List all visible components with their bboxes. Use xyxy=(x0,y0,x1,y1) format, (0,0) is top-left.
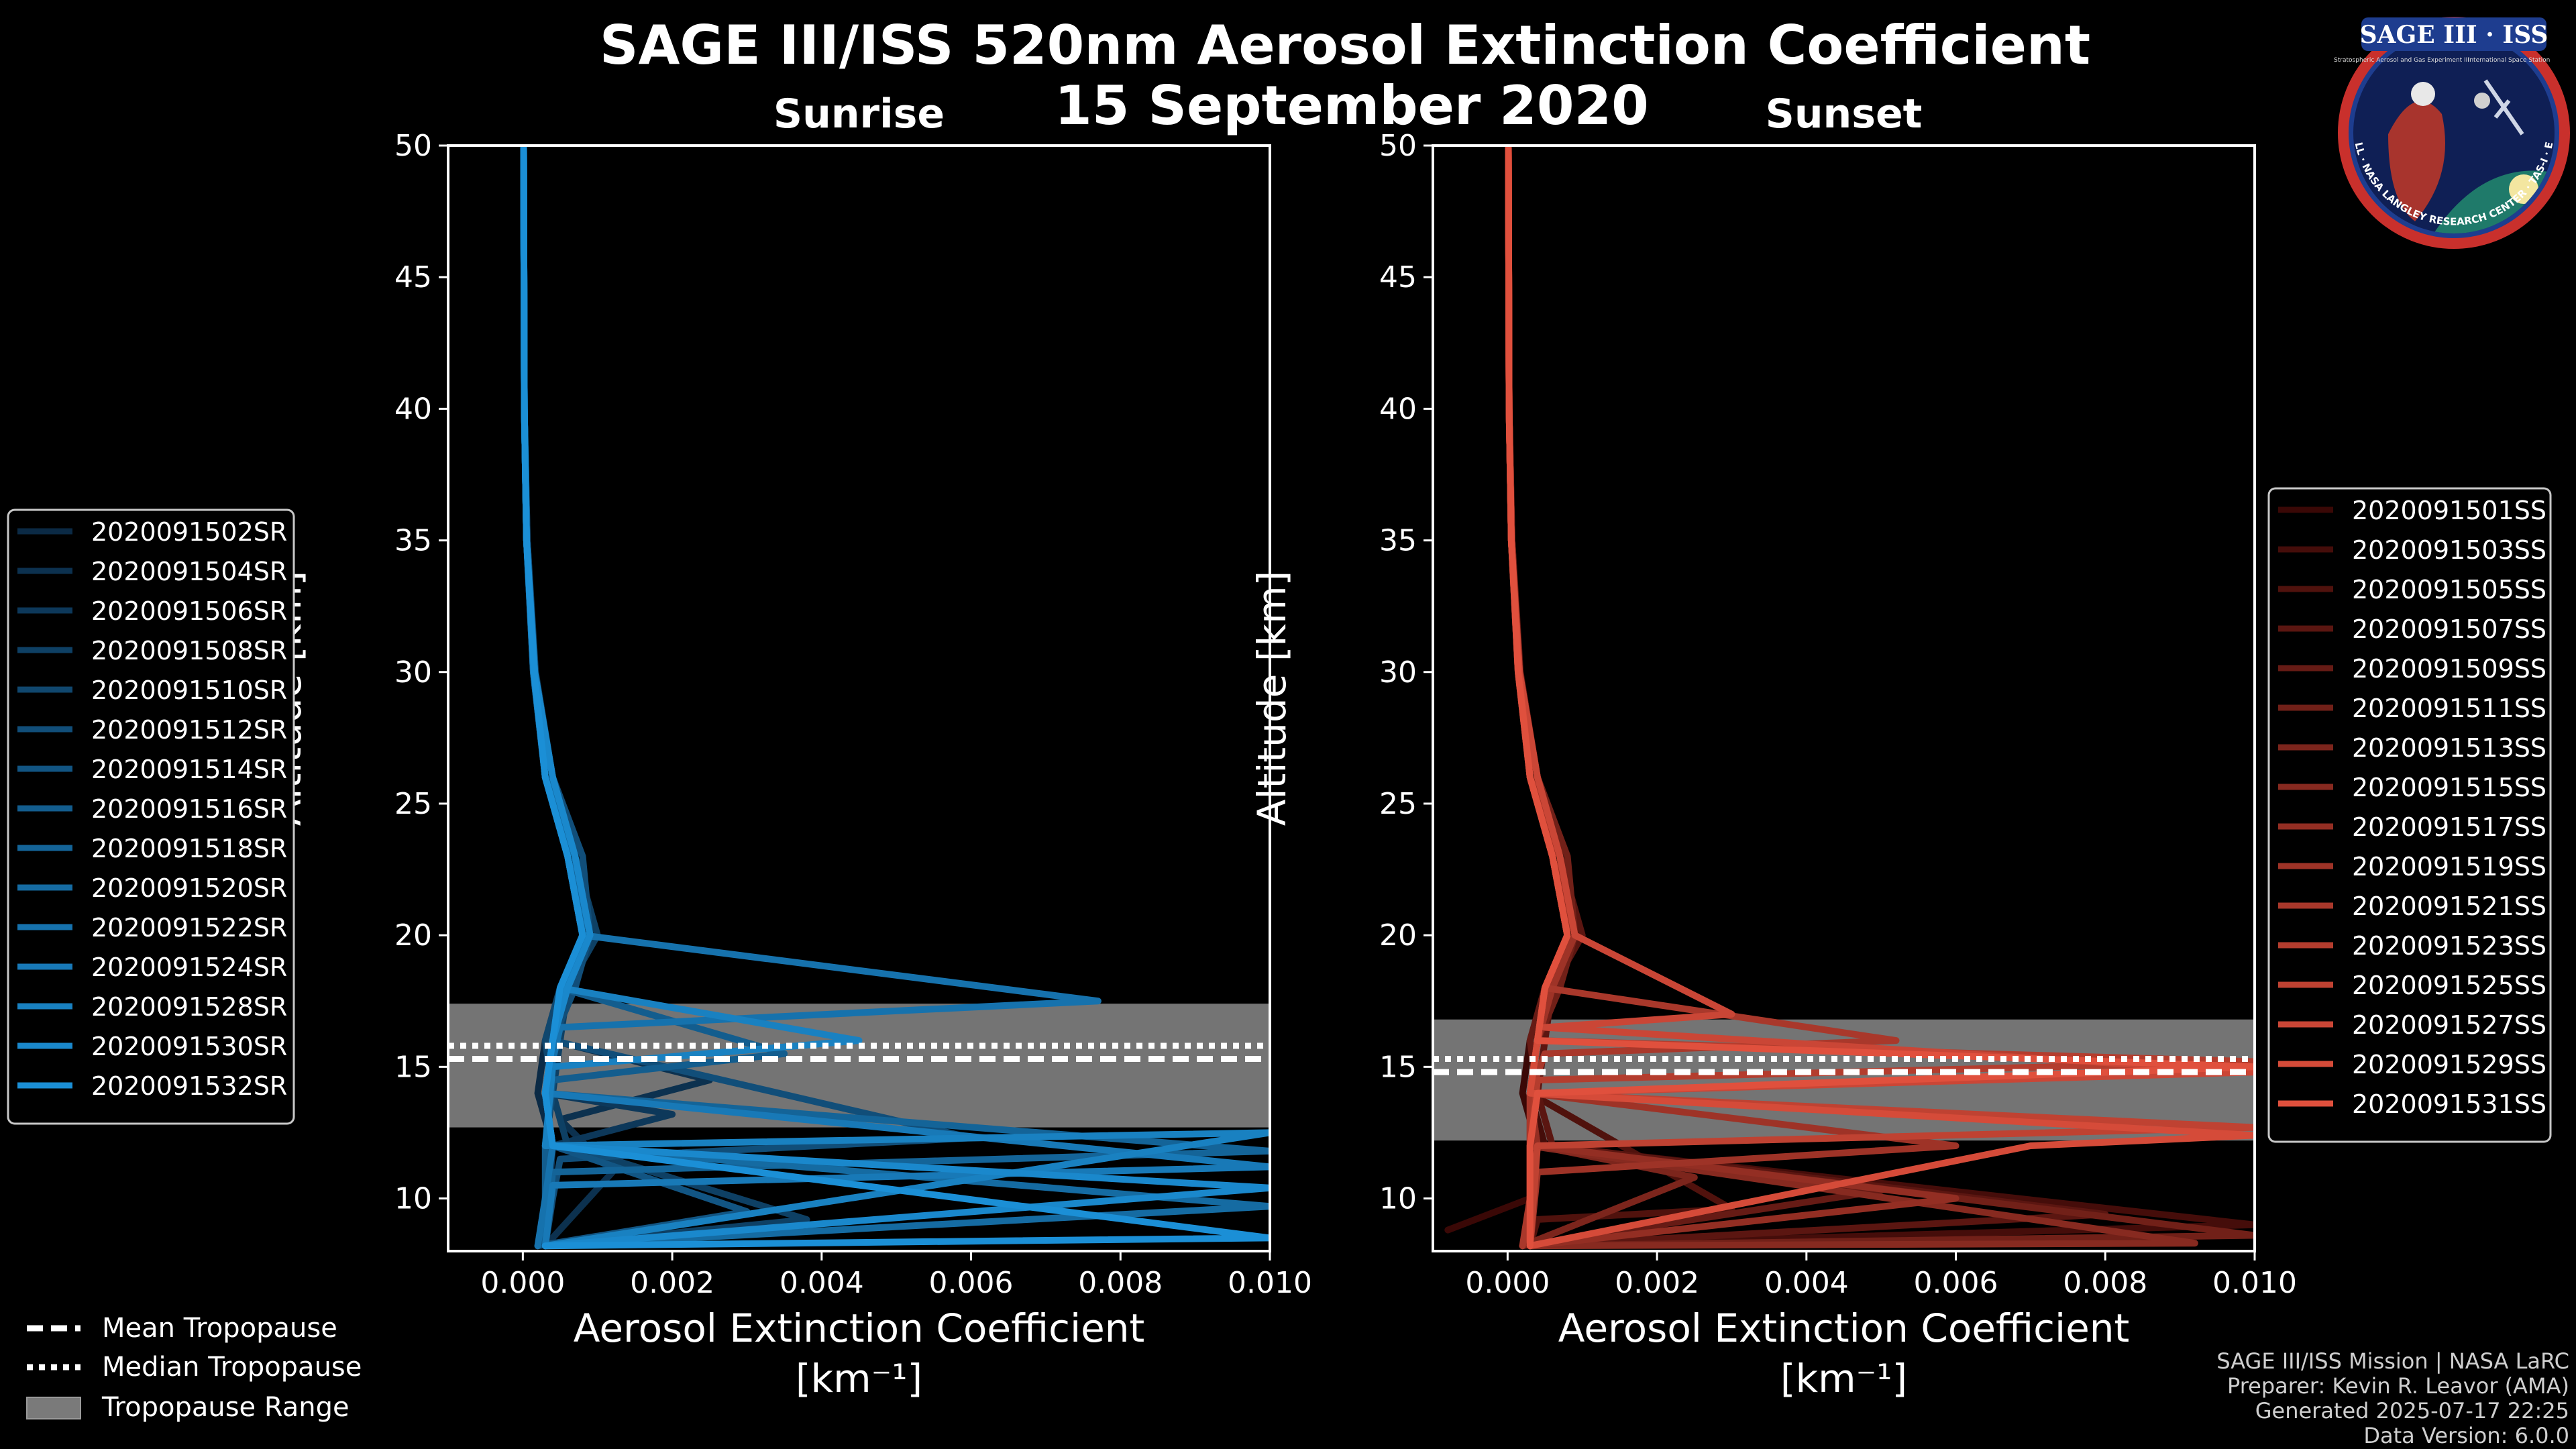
logo-subtitle-left: Stratospheric Aerosol and Gas Experiment… xyxy=(2334,57,2469,64)
sunrise-x-axis-label: Aerosol Extinction Coefficient xyxy=(574,1305,1145,1351)
sunset-y-tick-label: 45 xyxy=(1379,260,1417,294)
sunrise-legend-label: 2020091516SR xyxy=(91,794,287,824)
tropopause-range-legend-label: Tropopause Range xyxy=(101,1392,350,1423)
sunset-legend-label: 2020091521SS xyxy=(2352,892,2546,921)
sunrise-y-tick-label: 45 xyxy=(394,260,432,294)
sunrise-axes-frame xyxy=(447,144,1271,1252)
sunset-series-lines xyxy=(1444,146,2255,1250)
sunrise-legend-label: 2020091528SR xyxy=(91,992,287,1022)
sunset-y-tick-label: 10 xyxy=(1379,1182,1417,1216)
sunrise-y-tick-label: 25 xyxy=(394,787,432,821)
sunset-legend-label: 2020091531SS xyxy=(2352,1089,2546,1119)
sunset-series-line-2020091531SS xyxy=(1505,146,2255,1250)
sunrise-legend: 2020091502SR 2020091504SR 2020091506SR 2020… xyxy=(7,508,295,1125)
sunset-y-tick-label: 50 xyxy=(1379,129,1417,163)
sunset-y-tick-label: 30 xyxy=(1379,655,1417,690)
credit-preparer: Preparer: Kevin R. Leavor (AMA) xyxy=(2227,1373,2569,1399)
sunset-axes-frame xyxy=(1432,144,2256,1252)
sunset-x-tick-label: 0.000 xyxy=(1465,1266,1550,1300)
figure-title: SAGE III/ISS 520nm Aerosol Extinction Co… xyxy=(600,14,2090,76)
sunset-legend-label: 2020091515SS xyxy=(2352,773,2546,802)
sunrise-legend-label: 2020091502SR xyxy=(91,517,287,547)
logo-title: SAGE III · ISS xyxy=(2360,21,2548,49)
sunset-x-tick-label: 0.010 xyxy=(2212,1266,2297,1300)
sunrise-legend-label: 2020091524SR xyxy=(91,953,287,982)
sunrise-legend-label: 2020091532SR xyxy=(91,1071,287,1101)
sunrise-y-tick-label: 10 xyxy=(394,1182,432,1216)
sunrise-x-tick-label: 0.004 xyxy=(780,1266,864,1300)
sunrise-series-line-2020091532SR xyxy=(520,146,1270,1250)
sunset-legend-label: 2020091513SS xyxy=(2352,733,2546,763)
sunset-x-tick-label: 0.008 xyxy=(2063,1266,2147,1300)
sunrise-y-tick-label: 40 xyxy=(394,392,432,426)
sunrise-legend-frame xyxy=(7,508,295,1125)
credit-data-version: Data Version: 6.0.0 xyxy=(2363,1423,2569,1448)
sunset-y-tick-label: 25 xyxy=(1379,787,1417,821)
sunset-legend-label: 2020091529SS xyxy=(2352,1050,2546,1079)
sunset-legend-label: 2020091517SS xyxy=(2352,812,2546,842)
sunrise-y-tick-label: 15 xyxy=(394,1050,432,1084)
sunset-legend-label: 2020091525SS xyxy=(2352,971,2546,1000)
sunrise-x-tick-label: 0.000 xyxy=(480,1266,565,1300)
figure-legend: Mean Tropopause Median Tropopause Tropop… xyxy=(26,1313,362,1423)
sunset-x-tick-label: 0.004 xyxy=(1764,1266,1849,1300)
tropopause-range-legend-swatch xyxy=(26,1397,81,1419)
sunset-legend-label: 2020091507SS xyxy=(2352,614,2546,644)
mean-tropopause-legend-label: Mean Tropopause xyxy=(102,1313,337,1344)
sunrise-legend-label: 2020091514SR xyxy=(91,755,287,784)
sunset-y-tick-label: 35 xyxy=(1379,524,1417,558)
sunset-legend: 2020091501SS 2020091503SS 2020091505SS 2020… xyxy=(2267,487,2552,1143)
sunrise-legend-label: 2020091520SR xyxy=(91,873,287,903)
sunrise-legend-label: 2020091518SR xyxy=(91,834,287,863)
sunrise-y-tick-label: 50 xyxy=(394,129,432,163)
sunrise-x-axis-unit: [km⁻¹] xyxy=(796,1356,922,1401)
sunset-y-axis-label: Altitude [km] xyxy=(1249,571,1295,826)
sunrise-x-tick-label: 0.002 xyxy=(630,1266,714,1300)
sunrise-legend-label: 2020091506SR xyxy=(91,596,287,626)
sunset-legend-label: 2020091523SS xyxy=(2352,931,2546,961)
sunrise-series-lines xyxy=(520,146,1270,1250)
sunrise-legend-label: 2020091530SR xyxy=(91,1032,287,1061)
sunrise-legend-label: 2020091508SR xyxy=(91,636,287,665)
sunset-y-tick-label: 40 xyxy=(1379,392,1417,426)
sunset-x-tick-label: 0.002 xyxy=(1615,1266,1699,1300)
sunset-legend-label: 2020091501SS xyxy=(2352,496,2546,525)
credits: SAGE III/ISS Mission | NASA LaRC Prepare… xyxy=(2216,1348,2569,1448)
sunrise-legend-label: 2020091522SR xyxy=(91,913,287,943)
logo-subtitle-right: International Space Station xyxy=(2468,57,2551,64)
sunset-legend-frame xyxy=(2267,487,2552,1143)
sunrise-y-tick-label: 20 xyxy=(394,918,432,953)
sunrise-x-tick-label: 0.010 xyxy=(1228,1266,1312,1300)
sunrise-panel-title: Sunrise xyxy=(773,91,945,138)
sunset-y-tick-label: 15 xyxy=(1379,1050,1417,1084)
sunset-legend-label: 2020091503SS xyxy=(2352,535,2546,565)
sunset-legend-label: 2020091511SS xyxy=(2352,694,2546,723)
sunset-panel: 0.000 0.002 0.004 0.006 0.008 0.010 10 15 20 25 30… xyxy=(1249,91,2552,1401)
sunrise-x-tick-label: 0.006 xyxy=(929,1266,1014,1300)
sunset-y-tick-label: 20 xyxy=(1379,918,1417,953)
sunrise-legend-label: 2020091510SR xyxy=(91,676,287,705)
sunset-x-tick-label: 0.006 xyxy=(1914,1266,1998,1300)
credit-mission: SAGE III/ISS Mission | NASA LaRC xyxy=(2216,1348,2569,1374)
sunset-legend-label: 2020091519SS xyxy=(2352,852,2546,881)
sunset-legend-label: 2020091509SS xyxy=(2352,654,2546,684)
sunset-legend-label: 2020091527SS xyxy=(2352,1010,2546,1040)
sunrise-legend-label: 2020091504SR xyxy=(91,557,287,586)
figure-date: 15 September 2020 xyxy=(1055,74,1649,137)
sunset-x-axis-unit: [km⁻¹] xyxy=(1780,1356,1907,1401)
sunset-panel-title: Sunset xyxy=(1766,91,1923,138)
credit-generated: Generated 2025-07-17 22:25 xyxy=(2255,1398,2569,1424)
sunrise-y-tick-label: 30 xyxy=(394,655,432,690)
sunset-x-axis-label: Aerosol Extinction Coefficient xyxy=(1558,1305,2130,1351)
median-tropopause-legend-label: Median Tropopause xyxy=(102,1352,362,1383)
sunrise-x-tick-label: 0.008 xyxy=(1078,1266,1163,1300)
sunset-legend-label: 2020091505SS xyxy=(2352,575,2546,604)
sunrise-legend-label: 2020091512SR xyxy=(91,715,287,745)
sunrise-panel: 0.000 0.002 0.004 0.006 0.008 0.010 10 15 20 25 30… xyxy=(7,91,1312,1401)
sunrise-y-tick-label: 35 xyxy=(394,524,432,558)
